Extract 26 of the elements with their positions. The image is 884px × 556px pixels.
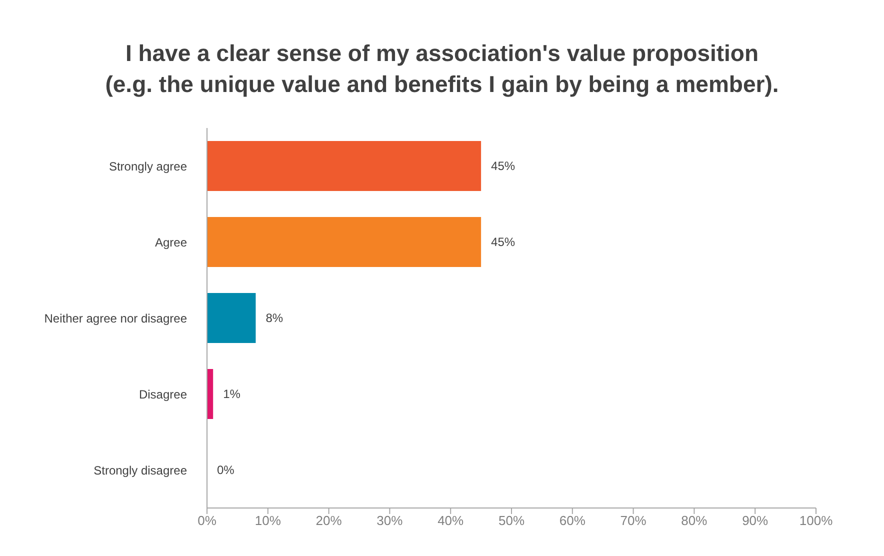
x-tick-label: 50% (498, 513, 525, 528)
data-label: 8% (266, 311, 284, 325)
x-tick-label: 30% (376, 513, 404, 528)
x-tick-label: 10% (254, 513, 282, 528)
x-tick-label: 40% (438, 513, 464, 528)
y-tick-label: Disagree (138, 387, 188, 402)
x-tick-label: 60% (559, 513, 586, 528)
y-tick-label: Strongly agree (108, 159, 188, 174)
data-label: 1% (223, 387, 241, 401)
data-label: 45% (491, 159, 516, 173)
x-tick-label: 20% (316, 513, 342, 528)
x-tick-label: 80% (681, 513, 708, 528)
x-tick-label: 90% (742, 513, 769, 528)
bar (207, 141, 482, 191)
data-label: 45% (491, 235, 516, 249)
bar (207, 293, 256, 343)
y-tick-label: Strongly disagree (94, 463, 188, 478)
data-label: 0% (217, 463, 235, 477)
x-tick-label: 100% (799, 513, 834, 528)
x-tick-label: 70% (620, 513, 647, 528)
y-tick-label: Neither agree nor disagree (44, 311, 188, 326)
chart-title: I have a clear sense of my association's value proposition (e.g. the unique value and benefits I gain by being a member). (104, 39, 780, 99)
bar (207, 217, 482, 267)
y-tick-label: Agree (154, 235, 188, 250)
x-tick-label: 0% (198, 513, 217, 528)
bar (207, 369, 214, 419)
